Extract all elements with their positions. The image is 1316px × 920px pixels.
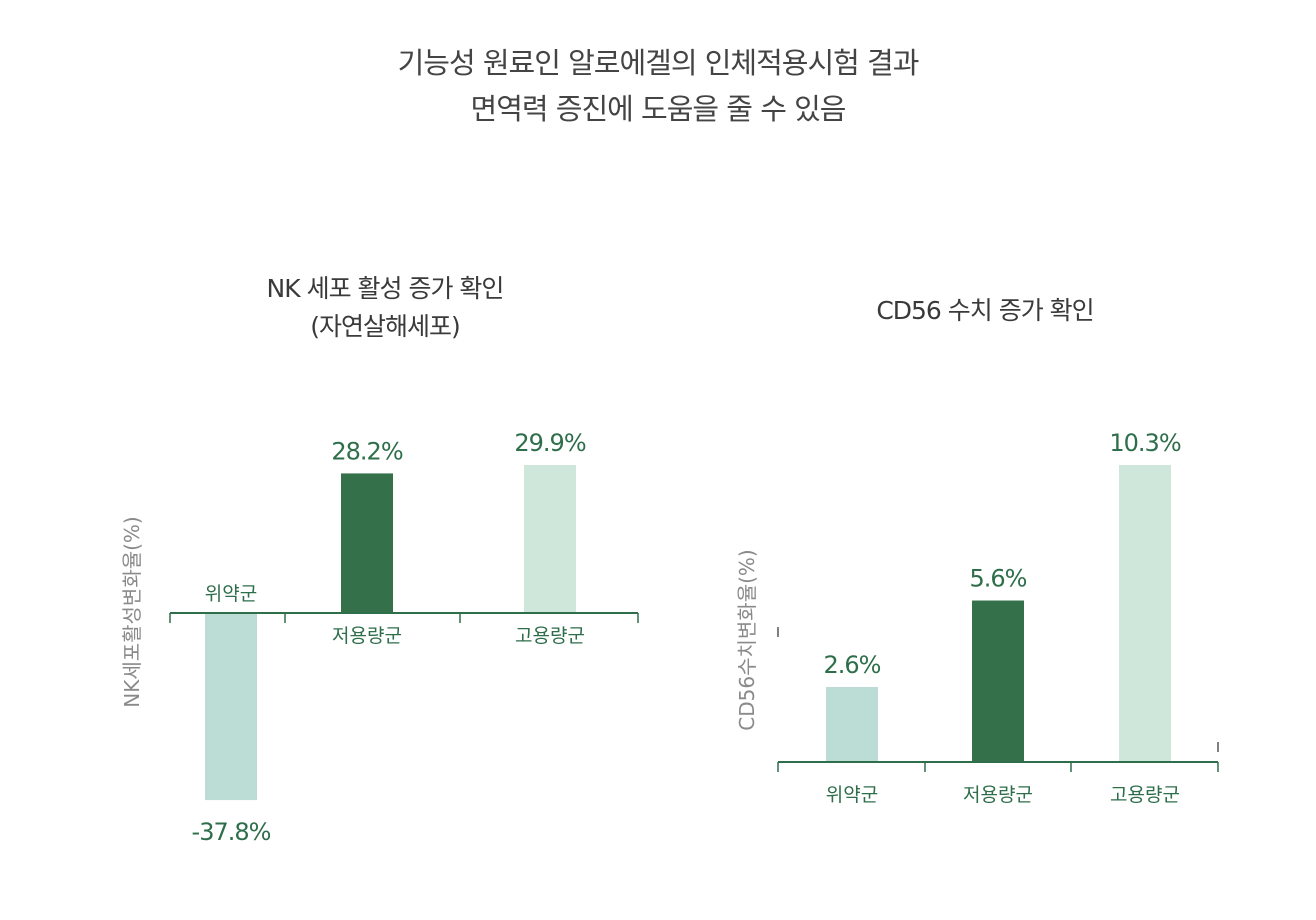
category-label-3: 고용량군 [1110,784,1180,806]
y-axis-label: CD56수치변화율(%) [735,549,759,730]
category-label-2: 저용량군 [332,625,402,647]
chart-2-title-line-1: CD56 수치 증가 확인 [876,296,1094,325]
chart-1-title-line-2: (자연살해세포) [310,312,461,341]
bar-1 [205,613,257,801]
data-label-1: 2.6% [824,651,881,679]
bar-3 [524,465,576,613]
chart-2-title: CD56 수치 증가 확인 [800,292,1170,330]
bar-1 [826,687,878,762]
headline-line-1: 기능성 원료인 알로에겔의 인체적용시험 결과 [397,46,920,80]
data-label-2: 5.6% [970,565,1027,593]
data-label-3: 29.9% [514,429,585,457]
bar-2 [341,473,393,613]
chart-1-title-line-1: NK 세포 활성 증가 확인 [266,274,505,303]
headline: 기능성 원료인 알로에겔의 인체적용시험 결과 면역력 증진에 도움을 줄 수 … [0,40,1316,132]
chart-1-title: NK 세포 활성 증가 확인 (자연살해세포) [200,270,570,346]
data-label-3: 10.3% [1109,429,1180,457]
data-label-2: 28.2% [331,437,402,465]
category-label-1: 위약군 [205,583,257,605]
category-label-1: 위약군 [826,784,878,806]
cd56-chart: CD56수치변화율(%) 위약군 저용량군 고용량군 2.6% 5.6% 10.3% [735,429,1219,806]
bar-3 [1119,465,1171,762]
headline-line-2: 면역력 증진에 도움을 줄 수 있음 [470,92,847,126]
y-axis-label: NK세포활성변화율(%) [120,516,144,708]
data-label-1: -37.8% [192,818,271,846]
category-label-3: 고용량군 [515,625,585,647]
bar-2 [972,600,1024,762]
category-label-2: 저용량군 [963,784,1033,806]
